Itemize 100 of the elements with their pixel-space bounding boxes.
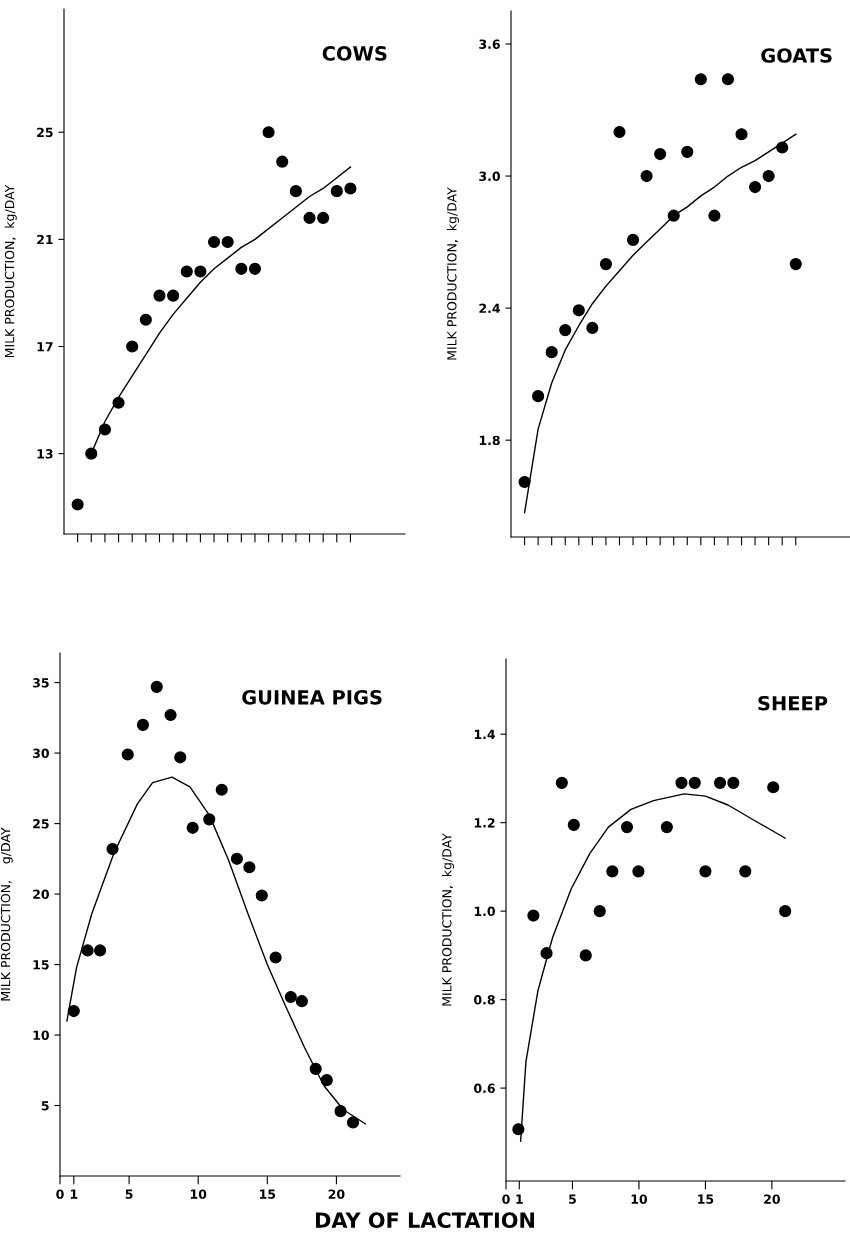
point: [243, 861, 256, 874]
point: [727, 776, 740, 789]
x-tick-label: 10: [190, 1189, 207, 1199]
point: [112, 396, 125, 409]
point: [593, 905, 606, 918]
y-tick-label: 0.8: [474, 995, 495, 1005]
point: [295, 995, 308, 1008]
y-tick-label: 30: [33, 748, 49, 759]
point: [667, 209, 680, 222]
x-tick-label: 10: [631, 1194, 648, 1204]
line-series: [523, 133, 797, 514]
point: [572, 304, 585, 317]
point: [94, 944, 107, 957]
y-tick-label: 21: [37, 234, 53, 245]
point: [309, 1062, 322, 1075]
point: [532, 390, 545, 403]
point: [518, 475, 531, 489]
x-tick-label: 0: [502, 1194, 510, 1204]
point: [284, 990, 297, 1004]
point: [186, 821, 199, 834]
point: [694, 73, 707, 86]
point: [699, 865, 712, 878]
point: [681, 145, 694, 158]
point: [776, 141, 789, 154]
point: [276, 155, 289, 168]
point: [164, 708, 177, 722]
point: [330, 185, 343, 198]
point: [136, 718, 150, 731]
text: SHEEP: [758, 695, 828, 711]
point: [139, 313, 152, 326]
point: [207, 235, 221, 249]
point: [599, 258, 612, 271]
point: [762, 169, 775, 183]
x-tick-label: 0: [56, 1189, 64, 1199]
text: DAY OF LACTATION: [315, 1212, 535, 1229]
point: [527, 909, 540, 922]
point: [739, 865, 752, 878]
y-tick-label: 25: [37, 127, 53, 138]
point: [289, 185, 302, 198]
point: [632, 865, 645, 878]
point: [613, 125, 626, 139]
point: [749, 180, 762, 194]
y-axis-title: MILK PRODUCTION, kg/DAY: [446, 187, 459, 360]
y-tick-label: 1.0: [474, 906, 495, 917]
point: [606, 865, 619, 878]
point: [81, 944, 94, 957]
point: [320, 1074, 333, 1087]
point: [85, 447, 98, 460]
y-axis-title: MILK PRODUCTION, g/DAY: [0, 827, 13, 1001]
point: [303, 211, 316, 225]
y-tick-label: 5: [41, 1101, 49, 1111]
x-tick-label: 1: [516, 1194, 523, 1204]
point: [660, 821, 673, 834]
point: [235, 262, 248, 275]
text: GOATS: [761, 48, 832, 63]
y-tick-label: 1.2: [474, 818, 495, 828]
point: [540, 947, 553, 960]
point: [194, 265, 207, 278]
point: [262, 126, 275, 139]
y-tick-label: 3.6: [479, 39, 500, 49]
point: [620, 821, 634, 834]
x-tick-label: 5: [569, 1194, 576, 1204]
point: [579, 949, 592, 962]
point: [721, 73, 735, 86]
point: [555, 776, 568, 789]
y-tick-label: 20: [33, 889, 49, 899]
point: [221, 235, 234, 249]
point: [586, 321, 599, 334]
point: [767, 781, 780, 794]
point: [248, 262, 262, 275]
point: [334, 1105, 347, 1118]
y-tick-label: 25: [33, 819, 49, 829]
point: [180, 265, 193, 278]
point: [346, 1116, 360, 1129]
x-tick-label: 15: [698, 1194, 714, 1204]
point: [567, 818, 580, 831]
point: [67, 1004, 80, 1018]
text: GUINEA PIGS: [242, 689, 382, 705]
point: [559, 324, 572, 337]
point: [317, 211, 330, 225]
y-tick-label: 35: [33, 678, 49, 688]
point: [626, 233, 640, 246]
point: [106, 842, 119, 856]
point: [675, 776, 688, 789]
y-axis-title: MILK PRODUCTION, kg/DAY: [4, 184, 17, 358]
x-tick-label: 5: [125, 1189, 133, 1199]
point: [203, 813, 216, 826]
point: [255, 889, 268, 902]
y-tick-label: 15: [33, 960, 49, 970]
point: [174, 751, 187, 764]
point: [126, 340, 139, 353]
point: [98, 423, 111, 436]
y-tick-label: 13: [37, 449, 53, 459]
line-series: [66, 776, 367, 1125]
point: [640, 169, 653, 183]
point: [71, 498, 84, 511]
y-tick-label: 3.0: [479, 171, 500, 181]
y-tick-label: 1.8: [479, 435, 500, 446]
y-axis-title: MILK PRODUCTION, kg/DAY: [441, 833, 454, 1006]
y-tick-label: 1.4: [474, 729, 496, 739]
